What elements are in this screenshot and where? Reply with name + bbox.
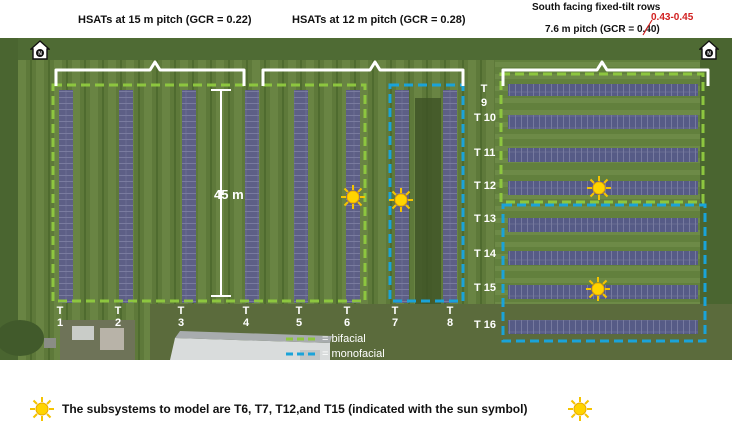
row-label-12: T 12 [474, 180, 497, 192]
fixed-tilt-pitch-label: 7.6 m pitch (GCR = 0.40) [545, 24, 660, 35]
sun-icon [586, 277, 610, 301]
distance-label: 45 m [214, 187, 244, 202]
gcr-correction-label: 0.43-0.45 [651, 12, 694, 23]
row-label-9: T 9 [480, 83, 488, 109]
sun-icon [587, 176, 611, 200]
legend-bifacial: = bifacial [322, 333, 366, 345]
svg-text:N: N [38, 51, 42, 57]
aerial-photo [0, 38, 732, 360]
row-label-15: T 15 [474, 282, 497, 294]
legend-monofacial: = monofacial [322, 348, 385, 360]
sun-icon [389, 188, 413, 212]
north-compass-icon: N [30, 40, 50, 60]
group-brackets [54, 60, 710, 86]
svg-text:N: N [707, 51, 711, 57]
fixed-tilt-label: South facing fixed-tilt rows [532, 2, 661, 13]
sun-icon [568, 397, 592, 421]
gcr-correction-arrow [642, 19, 653, 36]
row-label-14: T 14 [474, 248, 497, 260]
hsat-15m-label: HSATs at 15 m pitch (GCR = 0.22) [78, 14, 252, 26]
row-label-13: T 13 [474, 213, 497, 225]
row-label-10: T 10 [474, 112, 497, 124]
caption-text: The subsystems to model are T6, T7, T12,… [62, 402, 528, 416]
sun-icon [30, 397, 54, 421]
row-label-11: T 11 [474, 147, 496, 159]
north-compass-icon: N [699, 40, 719, 60]
sun-icon [341, 185, 365, 209]
hsat-12m-label: HSATs at 12 m pitch (GCR = 0.28) [292, 14, 466, 26]
row-label-16: T 16 [474, 319, 497, 331]
